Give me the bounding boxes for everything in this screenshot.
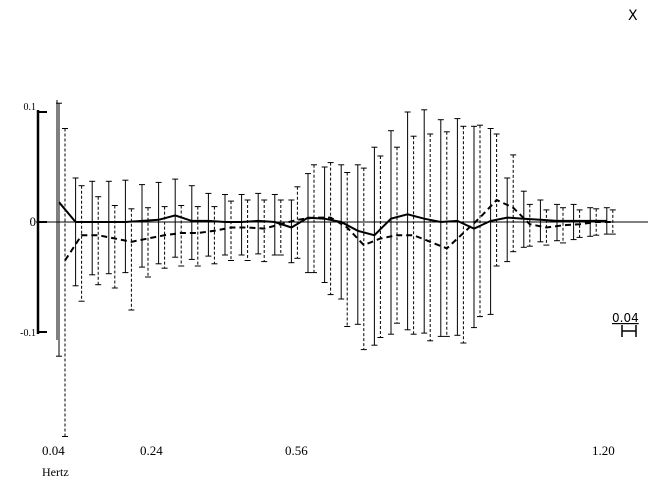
series-line-dashed [64,198,613,262]
scale-bar: 0.04 [612,311,639,337]
data-series [58,198,613,262]
error-bars [56,102,616,437]
x-tick-label-1: 0.04 [42,443,65,458]
x-tick-label-3: 0.56 [285,443,308,458]
x-tick-label-4: 1.20 [592,443,615,458]
scale-bar-label: 0.04 [612,311,639,325]
y-tick-label: 0 [30,214,37,229]
y-axis: 0.1 0 -0.1 [20,102,47,339]
corner-label: X [628,8,638,24]
series-line-solid [58,201,607,237]
x-tick-label-2: 0.24 [140,443,163,458]
x-unit-label: Hertz [42,465,69,479]
y-tick-label: 0.1 [24,102,37,113]
y-tick-label: -0.1 [20,328,36,339]
